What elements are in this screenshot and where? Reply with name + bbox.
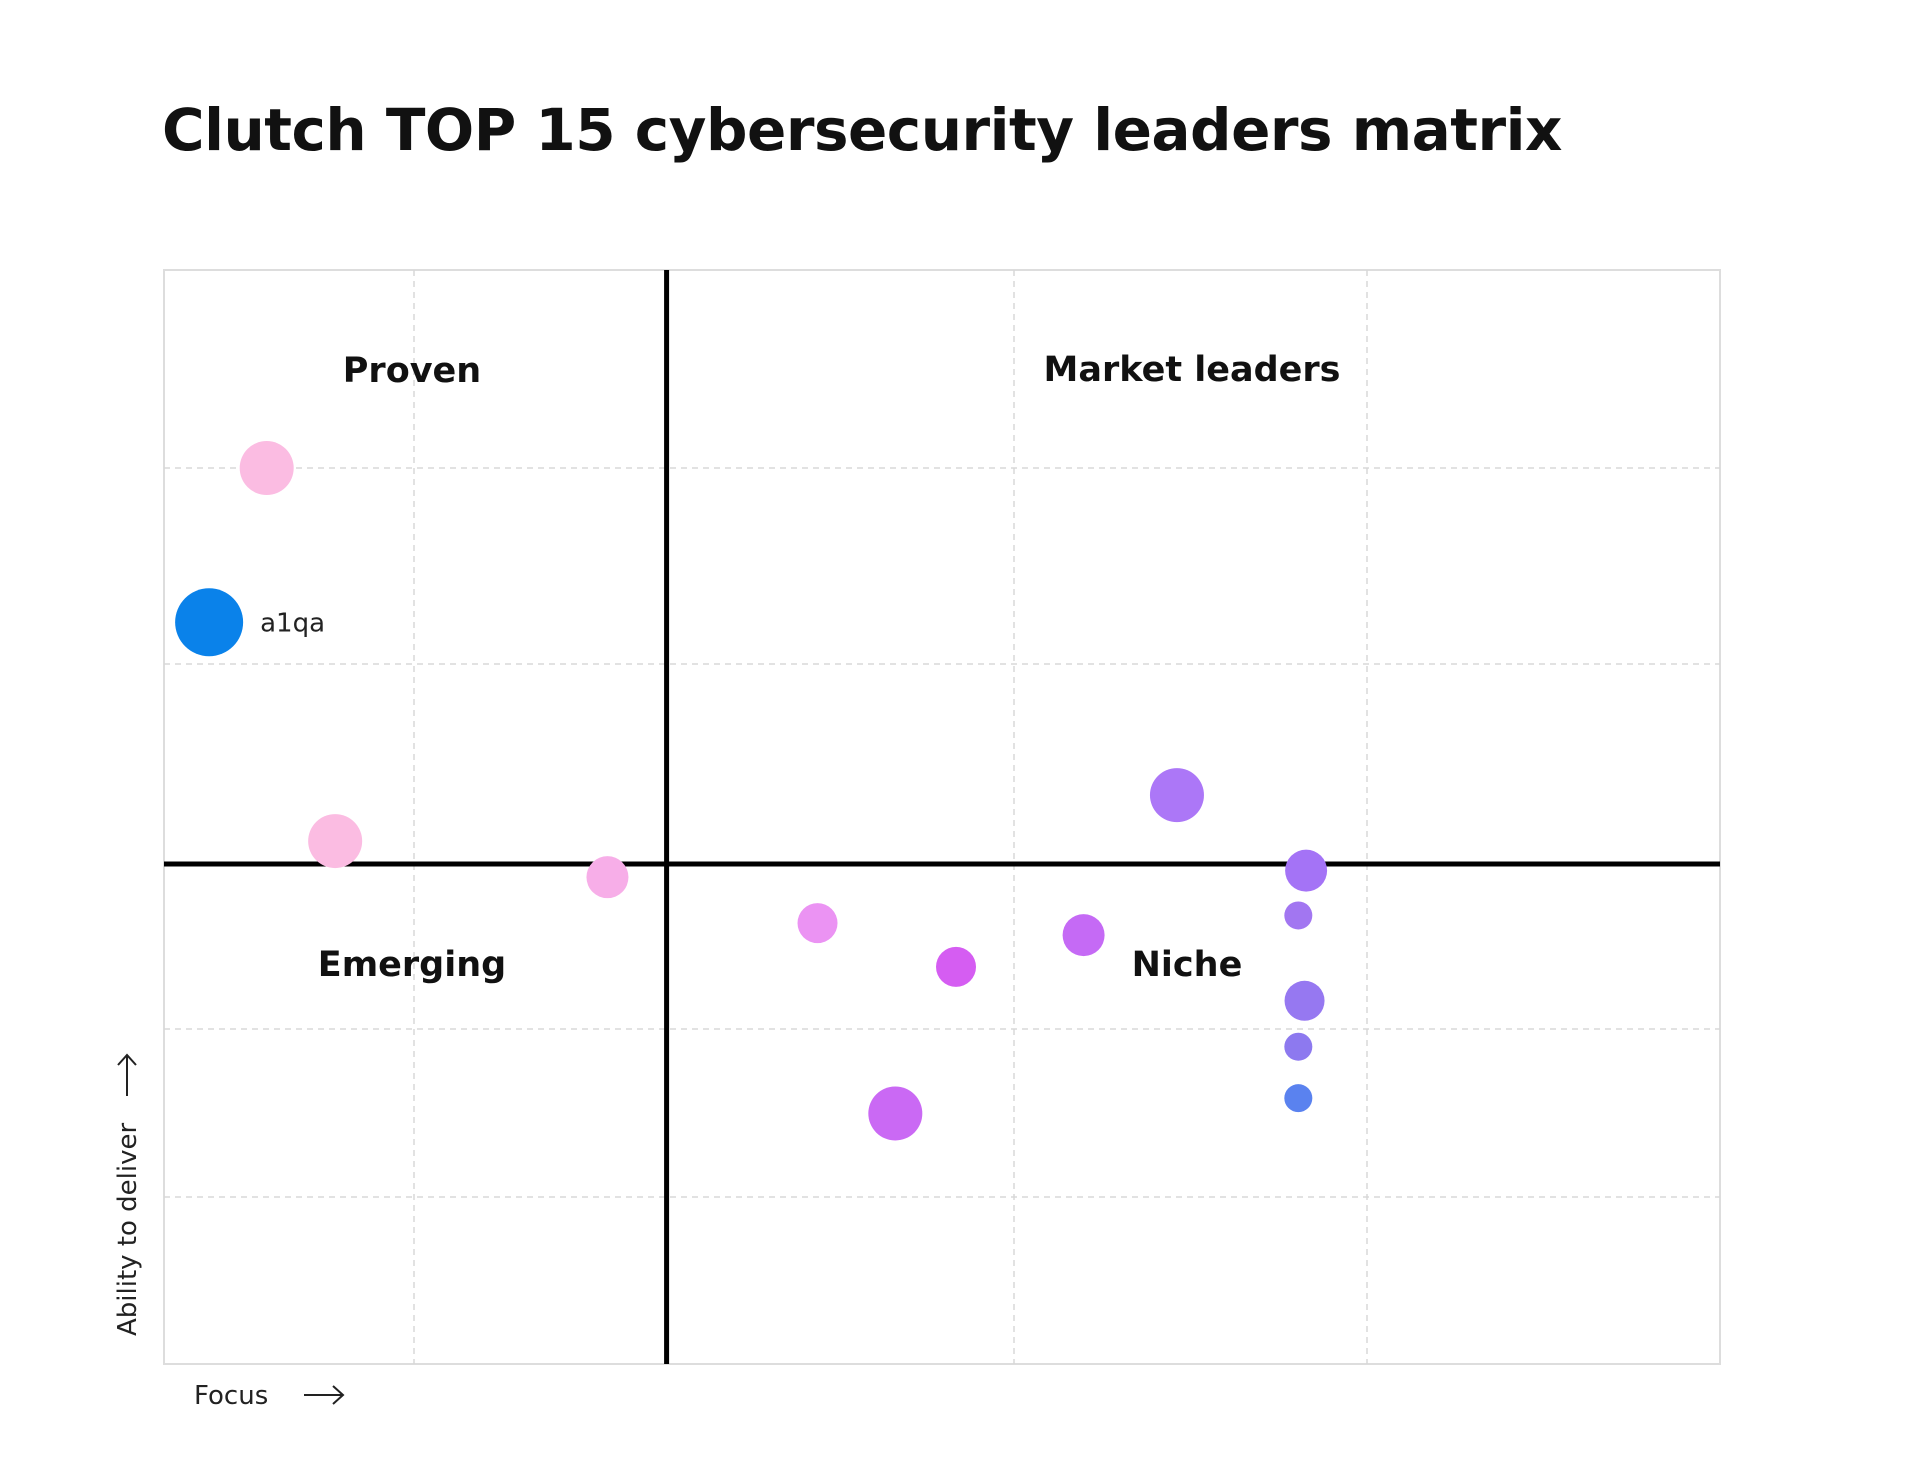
data-point: [1149, 768, 1204, 823]
quadrant-label-proven: Proven: [343, 351, 481, 391]
data-point: [1284, 901, 1313, 930]
plot-frame: [163, 269, 1721, 1365]
data-points: a1qa: [175, 441, 1328, 1141]
data-point: [1062, 914, 1105, 957]
quadrant-label-market-leaders: Market leaders: [1044, 350, 1341, 390]
axis-labels: Focus Ability to deliver: [113, 1053, 345, 1411]
x-axis-arrow-icon: [304, 1385, 345, 1405]
data-point: [936, 946, 977, 987]
data-point: [1284, 1084, 1313, 1113]
quadrant-axes: [164, 270, 1720, 1364]
data-point: [1285, 849, 1328, 892]
chart-title: Clutch TOP 15 cybersecurity leaders matr…: [162, 96, 1562, 164]
quadrant-label-emerging: Emerging: [318, 945, 506, 985]
data-point: [586, 856, 629, 899]
y-axis-label: Ability to deliver: [113, 1122, 143, 1336]
data-point: [1284, 980, 1325, 1021]
y-axis-arrow-icon: [117, 1053, 137, 1096]
grid: [163, 269, 1721, 1365]
quadrant-labels: Proven Market leaders Emerging Niche: [318, 350, 1341, 985]
x-axis-label: Focus: [194, 1381, 268, 1411]
data-point: [797, 903, 838, 944]
data-point: [1284, 1032, 1313, 1061]
data-point: [868, 1086, 923, 1141]
quadrant-label-niche: Niche: [1132, 945, 1243, 985]
data-point-label: a1qa: [260, 608, 325, 638]
data-point: [175, 588, 244, 657]
data-point: [308, 814, 363, 869]
data-point: [239, 441, 294, 496]
